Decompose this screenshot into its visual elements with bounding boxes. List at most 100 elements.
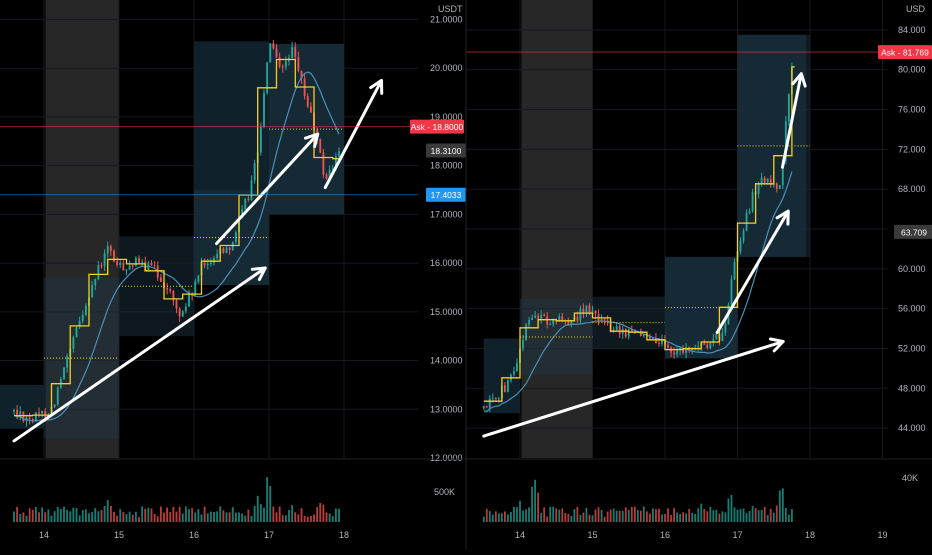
volume-bar — [260, 504, 262, 522]
volume-bar — [69, 511, 71, 522]
volume-bar — [47, 509, 49, 522]
price-badge-text-level: 17.4033 — [431, 190, 462, 200]
candle-body — [160, 278, 162, 282]
volume-tick-label: 500K — [434, 487, 455, 497]
volume-bar — [613, 509, 615, 522]
candle-body — [725, 324, 727, 332]
candle-body — [72, 337, 74, 348]
candle-body — [338, 151, 340, 156]
volume-bar — [631, 507, 633, 522]
volume-bar — [725, 512, 727, 522]
volume-bar — [580, 515, 582, 522]
candle-body — [764, 178, 766, 183]
volume-bar — [269, 486, 271, 522]
candle-body — [138, 258, 140, 263]
volume-bar — [294, 512, 296, 522]
price-tick-label: 44.000 — [898, 423, 926, 433]
volume-bar — [35, 507, 37, 522]
candle-body — [29, 418, 31, 419]
volume-bar — [586, 508, 588, 522]
plot-area-1 — [0, 0, 419, 458]
volume-bar — [673, 508, 675, 522]
time-tick-label: 14 — [515, 530, 525, 540]
candle-body — [222, 248, 224, 252]
candle-body — [525, 325, 527, 340]
volume-bar — [501, 513, 503, 522]
volume-bar — [752, 506, 754, 522]
price-tick-label: 15.0000 — [430, 307, 463, 317]
candle-body — [276, 49, 278, 58]
candle-body — [254, 163, 256, 180]
volume-bar — [679, 514, 681, 522]
volume-bar — [188, 509, 190, 522]
volume-bar — [625, 507, 627, 522]
volume-bar — [779, 491, 781, 522]
time-tick-label: 16 — [660, 530, 670, 540]
candle-body — [176, 300, 178, 308]
volume-bar — [307, 517, 309, 522]
volume-bar — [13, 511, 15, 522]
candle-body — [486, 406, 488, 407]
volume-bar — [213, 512, 215, 522]
price-badge-text-last: 18.3100 — [431, 146, 462, 156]
volume-bar — [66, 510, 68, 522]
candle-body — [38, 413, 40, 414]
candle-body — [492, 398, 494, 399]
volume-bar — [622, 511, 624, 522]
volume-bar — [670, 515, 672, 522]
volume-bar — [282, 515, 284, 522]
volume-bar — [715, 510, 717, 522]
currency-label: USD — [906, 4, 926, 14]
volume-bar — [564, 513, 566, 522]
volume-bar — [619, 511, 621, 522]
candle-body — [489, 398, 491, 407]
candle-body — [531, 318, 533, 320]
candle-body — [561, 316, 563, 320]
candle-body — [586, 306, 588, 314]
candle-body — [676, 350, 678, 354]
candle-body — [116, 261, 118, 265]
volume-bar — [126, 514, 128, 522]
volume-bar — [19, 514, 21, 522]
volume-bar — [740, 509, 742, 522]
volume-bar — [338, 509, 340, 522]
candle-body — [132, 266, 134, 267]
volume-bar — [728, 499, 730, 522]
volume-bar — [191, 508, 193, 522]
price-badge-text-ask: Ask - 18.8000 — [411, 122, 464, 132]
volume-bar — [332, 516, 334, 522]
volume-bar — [492, 515, 494, 522]
currency-label: USDT — [438, 4, 463, 14]
volume-bar — [652, 508, 654, 522]
candle-body — [628, 329, 630, 336]
candle-body — [604, 319, 606, 320]
volume-bar — [667, 508, 669, 522]
volume-bar — [169, 512, 171, 522]
candle-body — [179, 308, 181, 316]
volume-bar — [495, 511, 497, 522]
candle-body — [63, 368, 65, 379]
volume-bar — [628, 510, 630, 522]
volume-bar — [235, 513, 237, 522]
volume-bar — [576, 507, 578, 522]
volume-bar — [201, 515, 203, 522]
candle-body — [776, 183, 778, 189]
volume-bar — [540, 513, 542, 522]
candle-body — [229, 248, 231, 250]
volume-bar — [63, 507, 65, 522]
volume-bar — [113, 512, 115, 522]
candle-body — [752, 192, 754, 211]
candle-body — [285, 61, 287, 67]
volume-bar — [147, 508, 149, 522]
volume-bar — [276, 512, 278, 522]
candle-body — [706, 345, 708, 349]
price-tick-label: 56.000 — [898, 304, 926, 314]
candle-body — [543, 315, 545, 316]
candle-body — [260, 127, 262, 153]
volume-bar — [316, 507, 318, 522]
price-tick-label: 48.000 — [898, 383, 926, 393]
candle-body — [655, 338, 657, 343]
time-tick-label: 18 — [805, 530, 815, 540]
candle-body — [779, 185, 781, 189]
volume-bar — [266, 477, 268, 522]
